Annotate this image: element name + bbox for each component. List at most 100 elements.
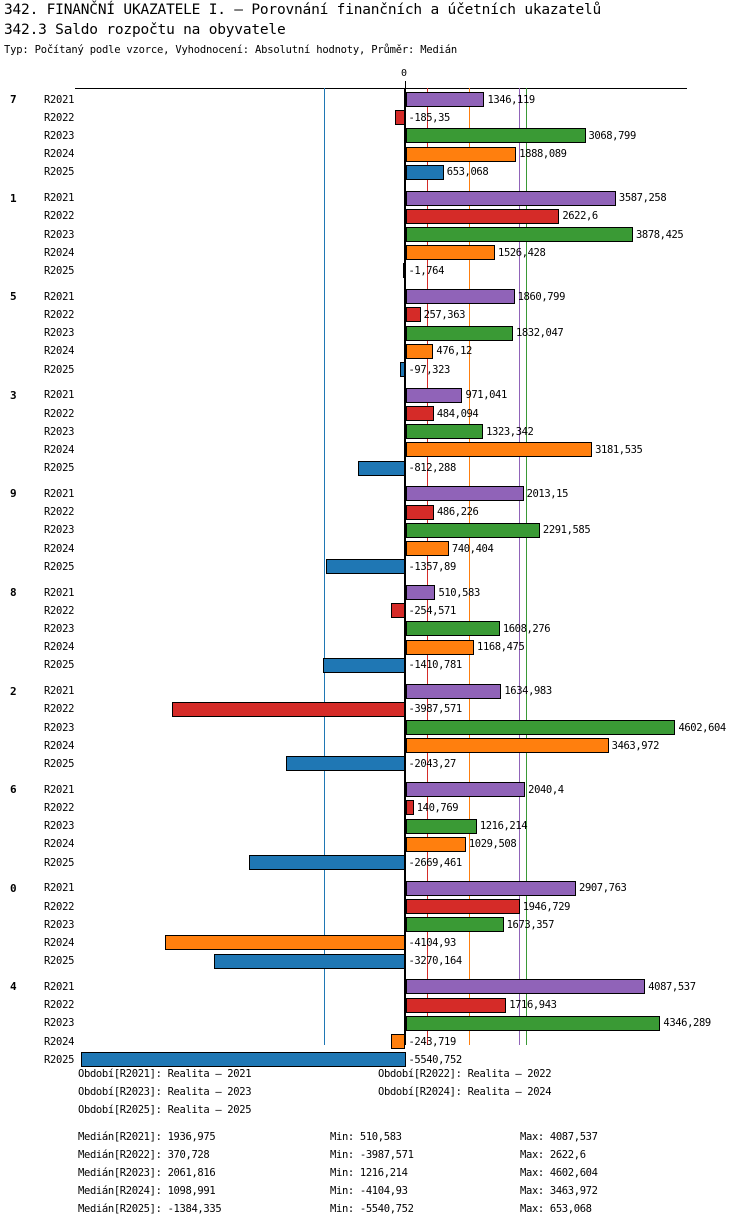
bar-r2023[interactable] — [405, 227, 633, 242]
bar-r2024[interactable] — [405, 146, 517, 162]
bar-value-label: 1716,943 — [509, 999, 557, 1012]
bar-r2021[interactable] — [405, 289, 515, 305]
bar-chart-plot: 0 7 R2021 1346,119 R2022 -185,35 R2023 3068,79… — [10, 69, 726, 1068]
bar-r2022[interactable] — [405, 406, 434, 421]
bar-value-label: -3270,164 — [408, 955, 463, 968]
row-label-r2025: R2025 — [44, 166, 75, 179]
bar-r2025[interactable] — [322, 657, 406, 673]
bar-r2024[interactable] — [405, 639, 475, 655]
bar-r2023[interactable] — [405, 720, 676, 735]
bar-r2024[interactable] — [405, 738, 609, 754]
bar-r2025[interactable] — [325, 559, 406, 575]
legend-stat-min: Min: -3987,571 — [330, 1149, 414, 1162]
row-label-r2023: R2023 — [44, 820, 75, 833]
legend-period-entry: Období[R2025]: Realita – 2025 — [78, 1104, 252, 1117]
bar-value-label: 3181,535 — [595, 443, 643, 456]
bar-value-label: 1029,508 — [468, 838, 517, 851]
bar-value-label: 476,12 — [436, 345, 472, 358]
bar-r2022[interactable] — [405, 504, 435, 520]
bar-r2022[interactable] — [405, 307, 421, 323]
legend-stat-max: Max: 653,068 — [520, 1203, 592, 1216]
bar-r2023[interactable] — [405, 424, 484, 440]
bar-r2021[interactable] — [405, 880, 577, 896]
row-label-r2024: R2024 — [44, 345, 75, 358]
bar-r2025[interactable] — [248, 855, 406, 870]
bar-value-label: 1323,342 — [486, 425, 534, 438]
bar-r2023[interactable] — [405, 917, 504, 933]
page-title-sub: 342.3 Saldo rozpočtu na obyvatele — [4, 22, 286, 38]
bar-value-label: -5540,752 — [408, 1053, 463, 1066]
bar-r2022[interactable] — [390, 603, 406, 619]
row-label-r2025: R2025 — [44, 955, 75, 968]
bar-value-label: 257,363 — [423, 308, 466, 321]
bar-value-label: -243,719 — [408, 1035, 457, 1048]
bar-r2023[interactable] — [405, 1015, 661, 1031]
bar-r2021[interactable] — [405, 486, 524, 502]
bar-r2022[interactable] — [394, 110, 406, 126]
row-label-r2024: R2024 — [44, 443, 75, 456]
group-label: 9 — [10, 487, 17, 501]
bar-r2025[interactable] — [285, 756, 406, 772]
bar-r2025[interactable] — [405, 164, 444, 180]
bar-r2021[interactable] — [405, 387, 463, 403]
bar-r2024[interactable] — [391, 1034, 406, 1049]
bar-r2025[interactable] — [357, 460, 406, 476]
row-label-r2024: R2024 — [44, 246, 75, 259]
bar-r2024[interactable] — [164, 935, 406, 951]
bar-r2022[interactable] — [171, 701, 406, 717]
bar-value-label: 1216,214 — [479, 820, 528, 833]
bar-value-label: 3068,799 — [588, 129, 637, 142]
row-label-r2023: R2023 — [44, 228, 75, 241]
bar-value-label: 1168,475 — [477, 641, 525, 654]
bar-r2024[interactable] — [405, 836, 466, 852]
legend-stat-max: Max: 3463,972 — [520, 1185, 598, 1198]
legend-stat-min: Min: -4104,93 — [330, 1185, 408, 1198]
legend-period-entry: Období[R2021]: Realita – 2021 — [78, 1068, 252, 1080]
row-label-r2022: R2022 — [44, 210, 75, 223]
row-label-r2023: R2023 — [44, 721, 75, 734]
legend-period-entry: Období[R2024]: Realita – 2024 — [378, 1086, 552, 1099]
bar-r2024[interactable] — [405, 541, 449, 556]
page-subtitle: Typ: Počítaný podle vzorce, Vyhodnocení:… — [4, 44, 457, 56]
bar-r2021[interactable] — [405, 92, 485, 107]
group-label: 1 — [10, 191, 17, 205]
bar-r2022[interactable] — [405, 800, 414, 816]
legend-stat-median: Medián[R2021]: 1936,975 — [78, 1131, 216, 1143]
row-label-r2023: R2023 — [44, 1017, 75, 1030]
bar-r2025[interactable] — [399, 362, 406, 377]
bar-r2023[interactable] — [405, 128, 586, 144]
bar-r2021[interactable] — [405, 683, 502, 699]
row-label-r2023: R2023 — [44, 129, 75, 142]
bar-value-label: 4087,537 — [648, 980, 696, 993]
bar-r2021[interactable] — [405, 782, 526, 798]
bar-r2025[interactable] — [213, 953, 406, 969]
row-label-r2023: R2023 — [44, 622, 75, 635]
row-label-r2025: R2025 — [44, 757, 75, 770]
row-label-r2021: R2021 — [44, 389, 75, 402]
bar-r2022[interactable] — [405, 899, 520, 914]
bar-r2024[interactable] — [405, 343, 434, 359]
bar-r2025[interactable] — [403, 263, 406, 279]
top-axis-line — [75, 88, 687, 89]
bar-r2024[interactable] — [405, 442, 593, 458]
bar-r2021[interactable] — [405, 979, 646, 995]
row-label-r2021: R2021 — [44, 93, 75, 106]
bar-r2023[interactable] — [405, 621, 500, 637]
bar-r2023[interactable] — [405, 522, 540, 538]
median-line-r2021 — [518, 88, 520, 1045]
bar-r2021[interactable] — [405, 190, 616, 206]
bar-r2022[interactable] — [405, 208, 560, 224]
bar-r2023[interactable] — [405, 818, 477, 834]
row-label-r2025: R2025 — [44, 1053, 75, 1066]
bar-r2025[interactable] — [80, 1052, 406, 1068]
row-label-r2022: R2022 — [44, 407, 75, 420]
bar-r2024[interactable] — [405, 245, 496, 261]
page-title-main: 342. FINANČNÍ UKAZATELE I. – Porovnání f… — [4, 2, 602, 18]
bar-value-label: 2040,4 — [528, 783, 564, 796]
bar-r2022[interactable] — [405, 997, 507, 1013]
bar-value-label: 971,041 — [465, 389, 507, 402]
bar-r2021[interactable] — [405, 585, 436, 600]
bar-value-label: 4602,604 — [678, 721, 726, 734]
bar-value-label: 1673,357 — [506, 918, 555, 931]
bar-r2023[interactable] — [405, 325, 513, 341]
